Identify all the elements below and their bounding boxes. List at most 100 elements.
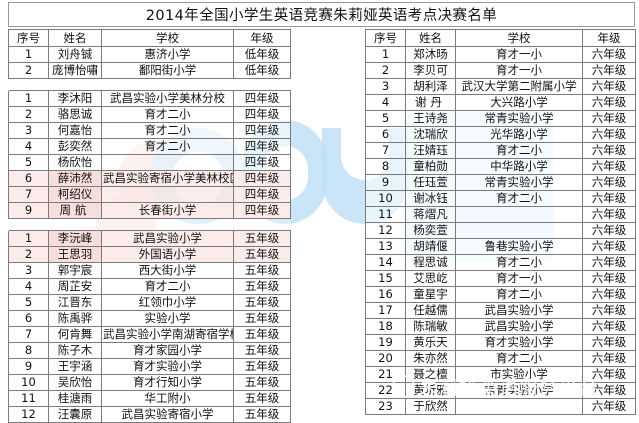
table-row[interactable]: 3 郭宇宸 西大街小学 五年级: [8, 262, 291, 279]
cell-grade[interactable]: 五年级: [233, 262, 291, 279]
table-row[interactable]: 19 黄乐天 育才实验小学 六年级: [365, 334, 636, 351]
cell-grade[interactable]: 低年级: [233, 62, 291, 79]
cell-school[interactable]: 育才一小: [455, 270, 583, 287]
cell-grade[interactable]: 六年级: [582, 174, 636, 191]
cell-index[interactable]: 17: [365, 302, 406, 319]
cell-name[interactable]: 骆思诚: [48, 106, 102, 123]
table-row[interactable]: 10 谢冰钰 育才二小 六年级: [365, 190, 636, 207]
cell-index[interactable]: 8: [365, 158, 406, 175]
table-row[interactable]: 1 郑沐旸 育才一小 六年级: [365, 46, 636, 63]
cell-index[interactable]: 16: [365, 286, 406, 303]
cell-school[interactable]: 育才二小: [455, 142, 583, 159]
table-row[interactable]: 2 庞博怡嘯 鄱阳街小学 低年级: [8, 62, 291, 79]
cell-school[interactable]: 育才二小: [101, 278, 234, 295]
cell-grade[interactable]: 六年级: [582, 350, 636, 367]
cell-index[interactable]: 5: [8, 294, 49, 311]
cell-grade[interactable]: 五年级: [233, 326, 291, 343]
cell-index[interactable]: 6: [8, 310, 49, 327]
cell-school[interactable]: 育才行知小学: [101, 374, 234, 391]
cell-school[interactable]: 中华路小学: [455, 158, 583, 175]
table-row[interactable]: 6 沈瑞欣 光华路小学 六年级: [365, 126, 636, 143]
cell-grade[interactable]: 六年级: [582, 382, 636, 399]
cell-grade[interactable]: 四年级: [233, 154, 291, 171]
table-row[interactable]: 21 聂之檀 市实验小学 六年级: [365, 366, 636, 383]
cell-name[interactable]: 薛沛然: [48, 170, 102, 187]
cell-grade[interactable]: 六年级: [582, 254, 636, 271]
table-row[interactable]: 1 李沐阳 武昌实验小学美林分校 四年级: [8, 90, 291, 107]
table-row[interactable]: 11 桂溏雨 华工附小 五年级: [8, 390, 291, 407]
cell-index[interactable]: 4: [365, 94, 406, 111]
table-row[interactable]: 4 谢丹 大兴路小学 六年级: [365, 94, 636, 111]
cell-school[interactable]: 育才二小: [101, 138, 234, 155]
table-row[interactable]: 1 刘舟铖 惠济小学 低年级: [8, 46, 291, 63]
cell-school[interactable]: 大兴路小学: [455, 94, 583, 111]
cell-index[interactable]: 10: [365, 190, 406, 207]
cell-name[interactable]: 何嘉怡: [48, 122, 102, 139]
cell-name[interactable]: 胡利泽: [405, 78, 456, 95]
cell-school[interactable]: 育才一小: [455, 62, 583, 79]
cell-grade[interactable]: 四年级: [233, 186, 291, 203]
table-row[interactable]: 13 胡靖偃 鲁巷实验小学 六年级: [365, 238, 636, 255]
cell-index[interactable]: 13: [365, 238, 406, 255]
cell-index[interactable]: 9: [8, 202, 49, 219]
cell-school[interactable]: 育才二小: [101, 122, 234, 139]
cell-index[interactable]: 18: [365, 318, 406, 335]
cell-grade[interactable]: 五年级: [233, 358, 291, 375]
table-row[interactable]: 7 柯绍仪 四年级: [8, 186, 291, 203]
cell-name[interactable]: 江晋东: [48, 294, 102, 311]
cell-name[interactable]: 任越儒: [405, 302, 456, 319]
table-row[interactable]: 16 童星宇 育才二小 六年级: [365, 286, 636, 303]
cell-index[interactable]: 1: [8, 90, 49, 107]
cell-name[interactable]: 杨奕萱: [405, 222, 456, 239]
cell-name[interactable]: 王思羽: [48, 246, 102, 263]
cell-school[interactable]: 实验小学: [101, 310, 234, 327]
cell-index[interactable]: 1: [8, 46, 49, 63]
cell-name[interactable]: 汪婧珏: [405, 142, 456, 159]
cell-school[interactable]: 长春街小学: [101, 202, 234, 219]
cell-index[interactable]: 8: [8, 342, 49, 359]
cell-name[interactable]: 王诗尧: [405, 110, 456, 127]
table-row[interactable]: 5 王诗尧 常青实验小学 六年级: [365, 110, 636, 127]
cell-grade[interactable]: 五年级: [233, 342, 291, 359]
cell-name[interactable]: 桂溏雨: [48, 390, 102, 407]
cell-grade[interactable]: 六年级: [582, 238, 636, 255]
table-row[interactable]: 1 李沅峰 武昌实验小学 五年级: [8, 230, 291, 247]
cell-school[interactable]: 武昌实验小学: [101, 230, 234, 247]
cell-school[interactable]: 武汉大学第二附属小学: [455, 78, 583, 95]
cell-name[interactable]: 任珏萱: [405, 174, 456, 191]
cell-school[interactable]: [101, 186, 234, 203]
cell-name[interactable]: 王宇涵: [48, 358, 102, 375]
cell-grade[interactable]: 六年级: [582, 318, 636, 335]
cell-name[interactable]: 蒋熠凡: [405, 206, 456, 223]
cell-index[interactable]: 12: [8, 406, 49, 423]
table-row[interactable]: 9 王宇涵 育才实验小学 五年级: [8, 358, 291, 375]
cell-name[interactable]: 程思诚: [405, 254, 456, 271]
cell-school[interactable]: 惠济小学: [101, 46, 234, 63]
cell-name[interactable]: 谢冰钰: [405, 190, 456, 207]
cell-school[interactable]: 鲁巷实验小学: [455, 238, 583, 255]
cell-grade[interactable]: 六年级: [582, 222, 636, 239]
cell-school[interactable]: 红领巾小学: [101, 294, 234, 311]
cell-grade[interactable]: 六年级: [582, 94, 636, 111]
cell-school[interactable]: 华工附小: [101, 390, 234, 407]
cell-index[interactable]: 11: [365, 206, 406, 223]
cell-grade[interactable]: 六年级: [582, 206, 636, 223]
cell-school[interactable]: 武昌实验小学: [455, 318, 583, 335]
cell-school[interactable]: 光华路小学: [455, 126, 583, 143]
cell-index[interactable]: 1: [365, 46, 406, 63]
cell-school[interactable]: 武昌实验寄宿小学: [101, 406, 234, 423]
cell-index[interactable]: 22: [365, 382, 406, 399]
cell-grade[interactable]: 六年级: [582, 142, 636, 159]
cell-index[interactable]: 2: [8, 62, 49, 79]
cell-school[interactable]: 武昌实验小学美林分校: [101, 90, 234, 107]
cell-school[interactable]: 武昌实验小学: [455, 302, 583, 319]
table-row[interactable]: 14 程思诚 育才二小 六年级: [365, 254, 636, 271]
cell-index[interactable]: 4: [8, 278, 49, 295]
cell-index[interactable]: 2: [365, 62, 406, 79]
table-row[interactable]: 20 朱亦然 育才二小 六年级: [365, 350, 636, 367]
table-row[interactable]: 12 杨奕萱 六年级: [365, 222, 636, 239]
table-row[interactable]: 12 汪囊原 武昌实验寄宿小学 五年级: [8, 406, 291, 423]
cell-index[interactable]: 14: [365, 254, 406, 271]
table-row[interactable]: 22 黄圻雅 常青实验小学 六年级: [365, 382, 636, 399]
cell-index[interactable]: 2: [8, 106, 49, 123]
